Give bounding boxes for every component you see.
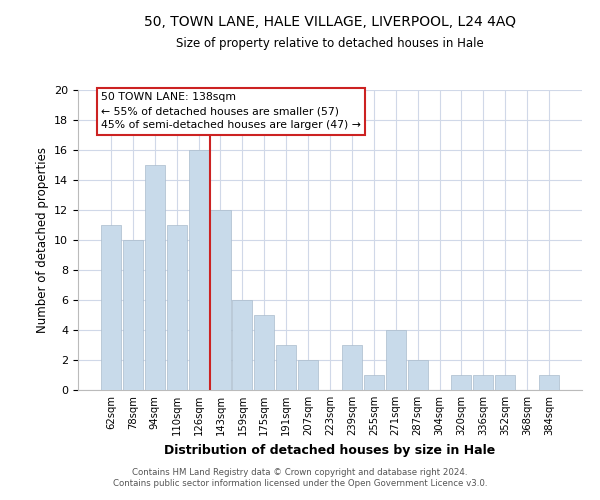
- Bar: [123, 240, 143, 390]
- Bar: [495, 375, 515, 390]
- Bar: [167, 225, 187, 390]
- Bar: [386, 330, 406, 390]
- Bar: [188, 150, 209, 390]
- Bar: [232, 300, 253, 390]
- Text: 50, TOWN LANE, HALE VILLAGE, LIVERPOOL, L24 4AQ: 50, TOWN LANE, HALE VILLAGE, LIVERPOOL, …: [144, 15, 516, 29]
- Bar: [211, 210, 230, 390]
- Bar: [342, 345, 362, 390]
- Bar: [145, 165, 165, 390]
- Text: 50 TOWN LANE: 138sqm
← 55% of detached houses are smaller (57)
45% of semi-detac: 50 TOWN LANE: 138sqm ← 55% of detached h…: [101, 92, 361, 130]
- Bar: [407, 360, 428, 390]
- Text: Contains HM Land Registry data © Crown copyright and database right 2024.
Contai: Contains HM Land Registry data © Crown c…: [113, 468, 487, 487]
- Text: Size of property relative to detached houses in Hale: Size of property relative to detached ho…: [176, 38, 484, 51]
- Bar: [254, 315, 274, 390]
- Bar: [451, 375, 472, 390]
- Bar: [473, 375, 493, 390]
- Y-axis label: Number of detached properties: Number of detached properties: [35, 147, 49, 333]
- Bar: [298, 360, 318, 390]
- Bar: [364, 375, 384, 390]
- Bar: [276, 345, 296, 390]
- Bar: [101, 225, 121, 390]
- Bar: [539, 375, 559, 390]
- X-axis label: Distribution of detached houses by size in Hale: Distribution of detached houses by size …: [164, 444, 496, 456]
